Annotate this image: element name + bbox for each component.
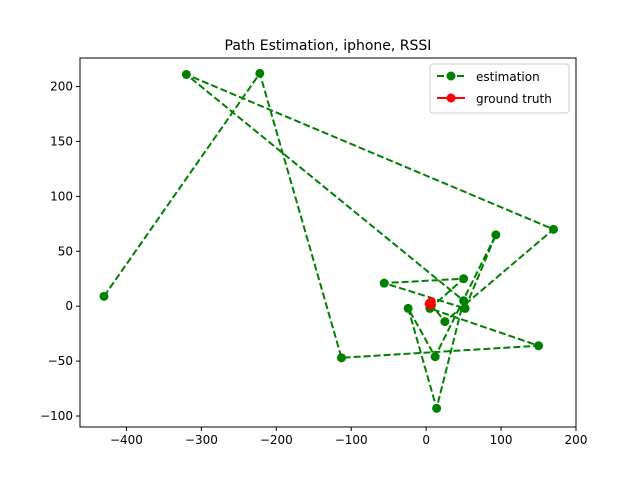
y-tick-label: −100 <box>40 409 73 423</box>
series-estimation-point <box>459 274 469 284</box>
y-tick-label: 50 <box>58 244 73 258</box>
series-estimation-point <box>534 341 544 351</box>
y-tick-label: 100 <box>50 189 73 203</box>
y-tick-label: 0 <box>65 299 73 313</box>
y-tick-label: 200 <box>50 80 73 94</box>
series-estimation-point <box>491 230 501 240</box>
series-estimation-point <box>440 317 450 327</box>
y-tick-label: −50 <box>48 354 73 368</box>
series-estimation-point <box>99 291 109 301</box>
y-tick-label: 150 <box>50 134 73 148</box>
x-tick-label: −400 <box>110 433 143 447</box>
axes-frame <box>79 57 577 428</box>
x-tick-label: −100 <box>335 433 368 447</box>
x-tick-label: −300 <box>185 433 218 447</box>
x-tick-label: 100 <box>490 433 513 447</box>
legend: estimation ground truth <box>429 63 570 114</box>
axis-ticks: −400 −300 −200 −100 0 100 200 −100 −50 0 50 100 150 2… <box>40 80 587 447</box>
chart-title: Path Estimation, iphone, RSSI <box>225 38 432 54</box>
series-estimation-point <box>432 403 442 413</box>
series-estimation-point <box>336 353 346 363</box>
series-estimation-point <box>459 296 469 306</box>
series-estimation-point <box>549 224 559 234</box>
legend-estimation-label: estimation <box>476 70 540 84</box>
series-ground-truth-point <box>424 299 434 309</box>
legend-ground-truth-label: ground truth <box>476 92 552 106</box>
legend-estimation-marker <box>446 71 456 81</box>
series-estimation-point <box>255 68 265 78</box>
series-estimation-point <box>379 278 389 288</box>
plot-area <box>99 68 559 413</box>
series-estimation-point <box>430 352 440 362</box>
legend-box <box>429 63 570 114</box>
series-estimation-point <box>403 303 413 313</box>
x-tick-label: −200 <box>260 433 293 447</box>
series-estimation-line <box>103 72 555 410</box>
series-estimation-point <box>460 303 470 313</box>
x-tick-label: 200 <box>565 433 588 447</box>
legend-ground-truth-marker <box>446 93 456 103</box>
series-estimation-point <box>181 69 191 79</box>
x-tick-label: 0 <box>422 433 430 447</box>
